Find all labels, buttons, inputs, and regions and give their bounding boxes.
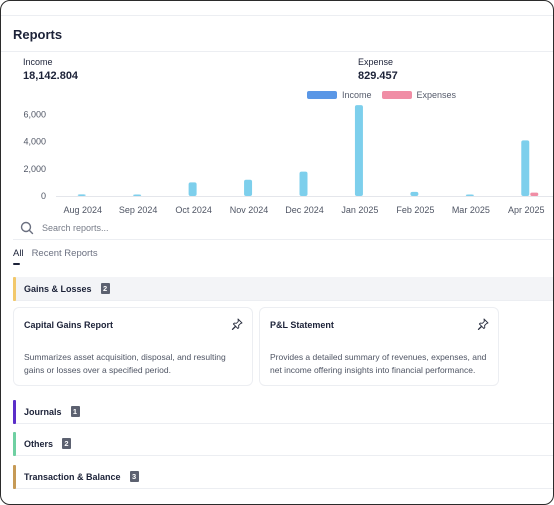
- category-accent: [13, 276, 16, 301]
- category-accent: [13, 464, 16, 489]
- income-expense-chart: 0 2,000 4,000 6,000 Aug 2024 Sep 2024 Oct 2024…: [23, 105, 553, 215]
- header-divider: [1, 51, 553, 52]
- tab-recent-reports[interactable]: Recent Reports: [31, 248, 98, 259]
- page-title: Reports: [13, 27, 63, 42]
- legend-income-swatch: [307, 91, 337, 99]
- category-transaction-balance[interactable]: Transaction & Balance 3: [13, 464, 553, 489]
- category-label: Journals: [24, 406, 62, 417]
- income-bar: [354, 105, 363, 196]
- search-input[interactable]: [42, 222, 442, 233]
- category-label: Transaction & Balance: [24, 471, 121, 482]
- legend-income[interactable]: Income: [307, 90, 372, 100]
- tab-all[interactable]: All: [13, 248, 24, 265]
- search-icon: [20, 221, 34, 234]
- expense-bar: [530, 192, 539, 196]
- income-bar: [465, 194, 474, 196]
- chart-legend: Income Expenses: [307, 90, 466, 100]
- y-tick-label: 2,000: [23, 164, 46, 174]
- category-journals[interactable]: Journals 1: [13, 399, 553, 424]
- legend-expenses-label: Expenses: [416, 90, 457, 100]
- category-label: Others: [24, 438, 54, 449]
- category-count: 3: [129, 471, 139, 482]
- card-description: Summarizes asset acquisition, disposal, …: [24, 352, 226, 375]
- expense-value: 829.457: [358, 70, 398, 82]
- income-label: Income: [23, 57, 53, 67]
- card-title: Capital Gains Report: [24, 320, 114, 330]
- y-tick-label: 0: [41, 191, 46, 201]
- card-description: Provides a detailed summary of revenues,…: [270, 352, 487, 375]
- x-tick-label: Oct 2024: [175, 205, 212, 215]
- top-divider: [1, 15, 553, 16]
- category-count: 1: [70, 406, 80, 417]
- income-bar: [133, 194, 142, 196]
- category-accent: [13, 431, 16, 456]
- x-tick-label: Aug 2024: [63, 205, 102, 215]
- pin-icon[interactable]: [477, 318, 489, 330]
- income-bar: [77, 194, 86, 196]
- legend-expenses[interactable]: Expenses: [381, 90, 457, 100]
- y-tick-label: 4,000: [23, 137, 46, 147]
- x-tick-label: Sep 2024: [119, 205, 158, 215]
- report-card-capital-gains[interactable]: Capital Gains Report Summarizes asset ac…: [13, 307, 253, 386]
- category-gains-losses[interactable]: Gains & Losses 2: [13, 276, 553, 301]
- income-bar: [521, 140, 530, 196]
- x-tick-label: Apr 2025: [508, 205, 545, 215]
- category-accent: [13, 399, 16, 424]
- search-bar: [13, 216, 553, 240]
- x-tick-label: Jan 2025: [341, 205, 378, 215]
- x-tick-label: Nov 2024: [230, 205, 269, 215]
- report-card-pl-statement[interactable]: P&L Statement Provides a detailed summar…: [259, 307, 499, 386]
- category-label: Gains & Losses: [24, 283, 92, 294]
- income-bar: [410, 191, 419, 196]
- x-tick-label: Dec 2024: [285, 205, 324, 215]
- category-others[interactable]: Others 2: [13, 431, 553, 456]
- report-tabs: All Recent Reports: [13, 248, 106, 265]
- x-tick-label: Mar 2025: [452, 205, 490, 215]
- y-tick-label: 6,000: [23, 110, 46, 120]
- income-bar: [188, 182, 197, 196]
- x-tick-label: Feb 2025: [396, 205, 434, 215]
- legend-expenses-swatch: [381, 91, 412, 99]
- income-value: 18,142.804: [23, 70, 79, 82]
- category-count: 2: [62, 438, 72, 449]
- income-bar: [299, 171, 308, 196]
- pin-icon[interactable]: [231, 318, 243, 330]
- legend-income-label: Income: [342, 90, 372, 100]
- income-bar: [244, 179, 253, 196]
- category-count: 2: [100, 283, 110, 294]
- card-title: P&L Statement: [270, 320, 334, 330]
- expense-label: Expense: [358, 57, 394, 67]
